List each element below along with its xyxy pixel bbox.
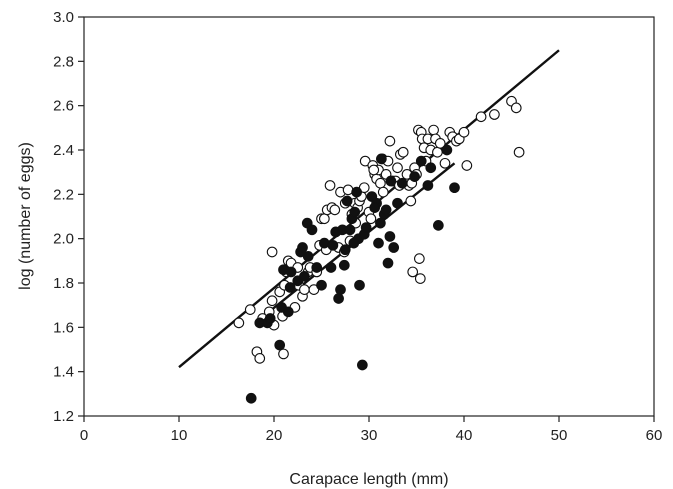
open-data-point — [432, 146, 443, 158]
filled-data-point — [388, 242, 400, 253]
open-data-point — [266, 246, 278, 258]
open-data-point — [319, 213, 330, 225]
filled-data-point — [274, 339, 286, 351]
filled-data-point — [369, 202, 381, 213]
open-data-point — [407, 266, 419, 278]
filled-data-point — [415, 155, 427, 167]
y-tick-label: 1.4 — [53, 364, 74, 381]
filled-data-point — [375, 217, 386, 229]
filled-data-point — [360, 222, 372, 233]
filled-data-point — [425, 162, 437, 174]
filled-data-point — [376, 153, 387, 165]
y-tick-label: 3.0 — [53, 9, 74, 26]
filled-data-point — [282, 306, 294, 318]
filled-data-point — [339, 244, 351, 256]
filled-data-point — [306, 224, 318, 236]
filled-data-point — [264, 313, 276, 324]
filled-data-point — [344, 224, 356, 236]
filled-data-point — [385, 175, 397, 187]
filled-data-point — [325, 262, 337, 273]
filled-data-point — [327, 239, 339, 251]
filled-data-point — [422, 180, 434, 191]
filled-data-point — [357, 359, 368, 371]
filled-data-point — [380, 204, 392, 216]
filled-data-point — [348, 237, 360, 249]
open-data-point — [365, 213, 377, 225]
filled-data-point — [333, 293, 344, 304]
filled-data-point — [245, 392, 257, 404]
open-data-point — [266, 295, 278, 307]
filled-data-point — [311, 262, 323, 273]
y-tick-label: 2.6 — [53, 98, 74, 115]
filled-data-point — [338, 259, 350, 271]
open-data-point — [461, 160, 473, 171]
y-tick-label: 2.4 — [53, 142, 74, 159]
filled-data-point — [349, 206, 361, 218]
x-tick-label: 0 — [80, 427, 88, 444]
filled-data-point — [354, 279, 365, 291]
filled-data-point — [373, 237, 384, 249]
x-axis-label: Carapace length (mm) — [289, 471, 448, 488]
filled-data-point — [297, 242, 308, 253]
open-data-point — [397, 146, 409, 158]
filled-data-point — [351, 186, 363, 198]
x-tick-label: 10 — [171, 427, 188, 444]
x-tick-label: 20 — [266, 427, 283, 444]
filled-data-point — [441, 144, 453, 156]
open-data-point — [377, 186, 389, 198]
open-data-point — [384, 135, 396, 147]
y-tick-label: 1.8 — [53, 275, 74, 292]
y-tick-label: 2.2 — [53, 186, 74, 203]
open-data-point — [233, 317, 245, 329]
filled-data-point — [299, 271, 310, 282]
open-data-point — [392, 162, 403, 174]
open-data-point — [414, 253, 425, 264]
filled-data-point — [396, 177, 408, 189]
y-tick-label: 2.8 — [53, 53, 74, 70]
open-data-point — [329, 204, 341, 216]
filled-data-point — [382, 257, 394, 269]
y-axis-label: log (number of eggs) — [17, 142, 34, 290]
y-tick-label: 1.2 — [53, 408, 74, 425]
open-data-point — [414, 273, 426, 284]
open-data-point — [299, 284, 310, 296]
filled-data-point — [284, 282, 296, 293]
y-axis-ticks: 1.2 1.4 1.6 1.8 2.0 2.2 2.4 2.6 2.8 3.0 — [53, 9, 84, 425]
open-data-point — [434, 138, 446, 149]
filled-data-point — [341, 195, 353, 207]
open-data-point — [405, 195, 417, 207]
open-data-point — [375, 177, 386, 189]
x-tick-label: 40 — [456, 427, 473, 444]
open-data-point — [489, 109, 500, 120]
open-data-point — [254, 353, 266, 364]
data-points — [233, 95, 525, 404]
filled-data-point — [335, 284, 346, 296]
x-axis-ticks: 0 10 20 30 40 50 60 — [80, 416, 663, 444]
filled-data-point — [433, 220, 444, 231]
open-data-point — [510, 102, 522, 114]
open-data-point — [368, 164, 380, 176]
filled-data-point — [316, 279, 327, 291]
y-tick-label: 2.0 — [53, 231, 74, 248]
x-tick-label: 30 — [361, 427, 378, 444]
x-tick-label: 50 — [551, 427, 568, 444]
y-tick-label: 1.6 — [53, 319, 74, 336]
open-data-point — [324, 180, 336, 191]
open-data-point — [244, 304, 256, 315]
filled-data-point — [285, 266, 297, 278]
x-tick-label: 60 — [646, 427, 663, 444]
filled-data-point — [302, 251, 314, 262]
open-data-point — [428, 124, 439, 136]
filled-data-point — [409, 171, 420, 182]
filled-data-point — [384, 231, 396, 242]
open-data-point — [278, 348, 289, 360]
open-data-point — [458, 126, 470, 138]
filled-data-point — [392, 197, 403, 209]
filled-data-point — [449, 182, 460, 194]
open-data-point — [475, 111, 487, 123]
open-data-point — [513, 146, 525, 158]
open-data-point — [439, 157, 451, 169]
